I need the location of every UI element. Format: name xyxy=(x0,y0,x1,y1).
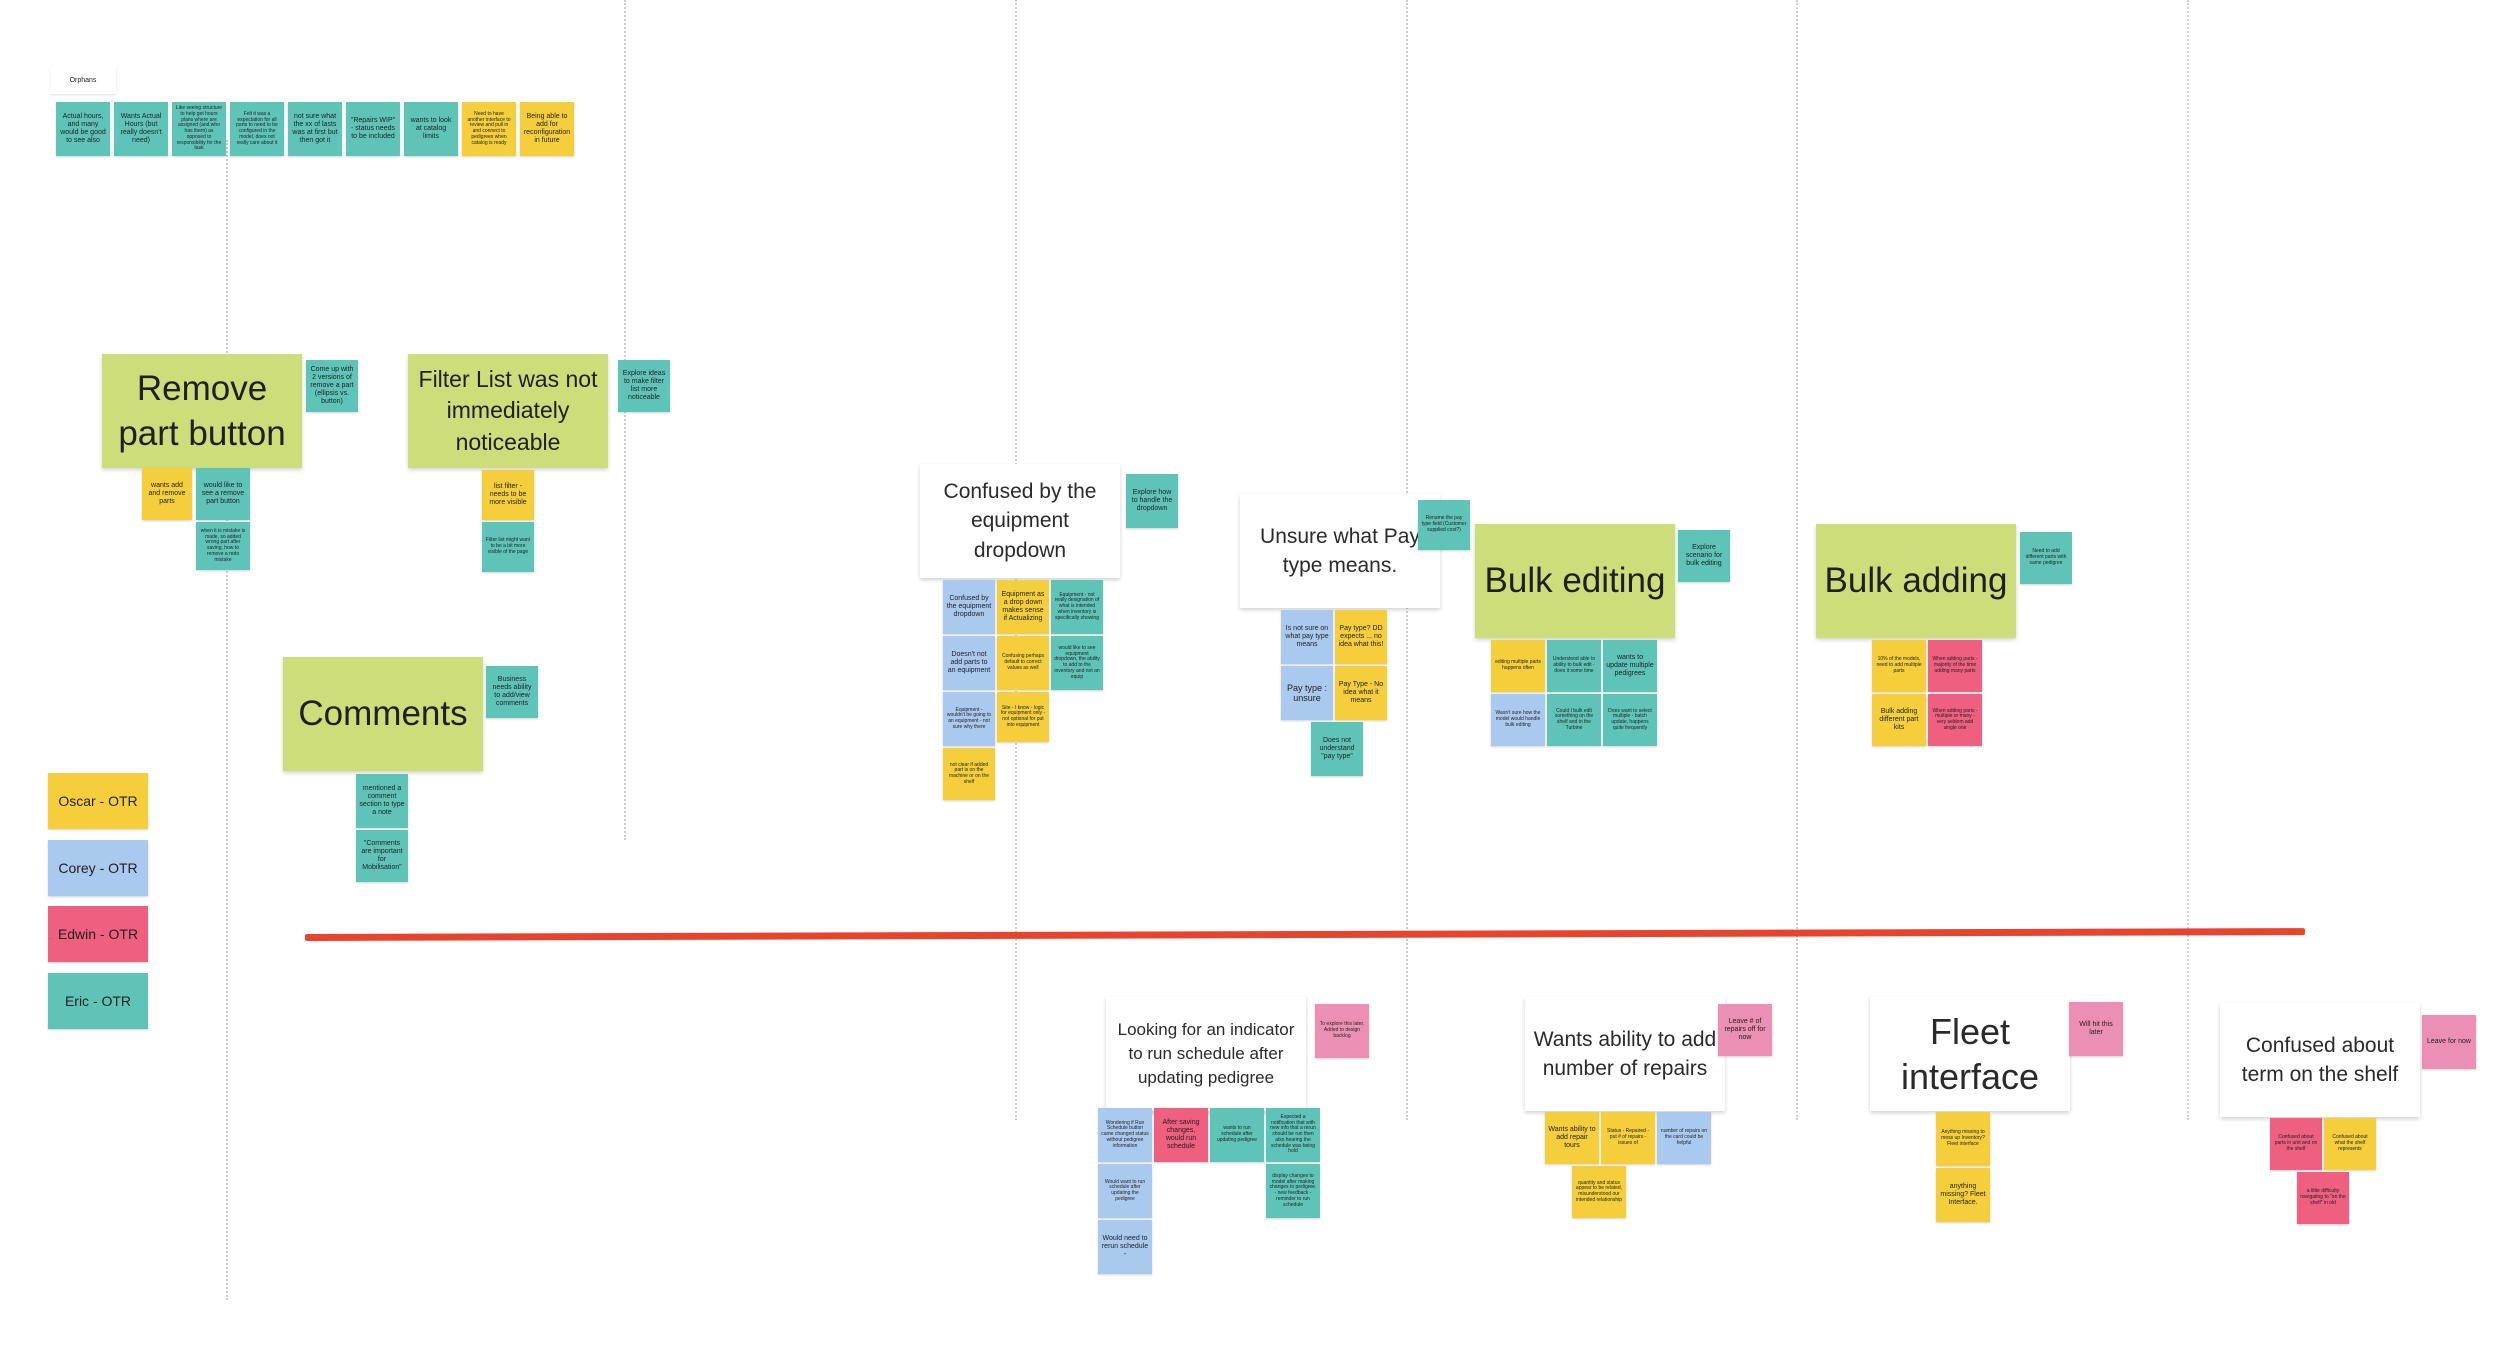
orphan-note[interactable]: "Repairs WIP" - status needs to be inclu… xyxy=(346,102,400,156)
action-note[interactable]: Explore how to handle the dropdown xyxy=(1126,474,1178,528)
column-divider xyxy=(624,0,626,840)
legend-corey[interactable]: Corey - OTR xyxy=(48,840,148,896)
orphan-note[interactable]: not sure what the xx of lasts was at fir… xyxy=(288,102,342,156)
sticky-note[interactable]: Bulk adding different part kits xyxy=(1872,694,1926,746)
theme-number-of-repairs[interactable]: Wants ability to add number of repairs xyxy=(1525,997,1725,1111)
action-note[interactable]: Explore ideas to make filter list more n… xyxy=(618,360,670,412)
orphan-note[interactable]: Wants Actual Hours (but really doesn't n… xyxy=(114,102,168,156)
theme-bulk-adding[interactable]: Bulk adding xyxy=(1816,524,2016,638)
sticky-note[interactable]: wants to run schedule after updating ped… xyxy=(1210,1108,1264,1162)
theme-pay-type[interactable]: Unsure what Pay type means. xyxy=(1240,494,1440,608)
sticky-note[interactable]: Equipment as a drop down makes sense if … xyxy=(997,580,1049,634)
column-divider xyxy=(1796,0,1798,1120)
sticky-note[interactable]: Expected a notification that with new in… xyxy=(1266,1108,1320,1162)
theme-equipment-dropdown[interactable]: Confused by the equipment dropdown xyxy=(920,464,1120,578)
sticky-note[interactable]: Equipment - wouldn't be going to an equi… xyxy=(943,692,995,746)
sticky-note[interactable]: Could I bulk edit something on the shelf… xyxy=(1547,694,1601,746)
theme-fleet-interface[interactable]: Fleet interface xyxy=(1870,997,2070,1111)
red-divider-line xyxy=(304,928,2306,941)
sticky-note[interactable]: Wants ability to add repair tours xyxy=(1545,1112,1599,1164)
action-note[interactable]: Leave # of repairs off for now xyxy=(1718,1004,1772,1056)
orphan-note[interactable]: Like seeing structure to help get hours … xyxy=(172,102,226,156)
sticky-note[interactable]: editing multiple parts happens often xyxy=(1491,640,1545,692)
theme-comments[interactable]: Comments xyxy=(283,657,483,771)
sticky-note[interactable]: mentioned a comment section to type a no… xyxy=(356,774,408,828)
legend-oscar[interactable]: Oscar - OTR xyxy=(48,773,148,829)
action-note[interactable]: Leave for now xyxy=(2422,1015,2476,1069)
orphan-note[interactable]: Actual hours, and many would be good to … xyxy=(56,102,110,156)
theme-run-schedule-indicator[interactable]: Looking for an indicator to run schedule… xyxy=(1106,997,1306,1111)
sticky-note[interactable]: Filter list might want to be a bit more … xyxy=(482,522,534,572)
theme-on-the-shelf[interactable]: Confused about term on the shelf xyxy=(2220,1003,2420,1117)
sticky-note[interactable]: Wasn't sure how the model would handle b… xyxy=(1491,694,1545,746)
theme-bulk-editing[interactable]: Bulk editing xyxy=(1475,524,1675,638)
sticky-note[interactable]: Confusing perhaps default to correct val… xyxy=(997,636,1049,690)
sticky-note[interactable]: would like to see equipment dropdown, th… xyxy=(1051,636,1103,690)
orphan-note[interactable]: wants to look at catalog limits xyxy=(404,102,458,156)
sticky-note[interactable]: Confused about what the shelf represents xyxy=(2324,1118,2376,1170)
sticky-note[interactable]: when it is mistake is made, so added wro… xyxy=(196,522,250,570)
sticky-note[interactable]: 10% of the models, need to add multiple … xyxy=(1872,640,1926,692)
sticky-note[interactable]: quantity and status appear to be related… xyxy=(1572,1166,1626,1218)
sticky-note[interactable]: not clear if added part is on the machin… xyxy=(943,748,995,800)
orphans-label: Orphans xyxy=(50,66,116,94)
sticky-note[interactable]: list filter - needs to be more visible xyxy=(482,470,534,520)
column-divider xyxy=(2187,0,2189,1120)
action-note[interactable]: To explore this later. Added to design b… xyxy=(1315,1004,1369,1058)
orphan-note[interactable]: Felt it was a expectation for all parts … xyxy=(230,102,284,156)
sticky-note[interactable]: Confused by the equipment dropdown xyxy=(943,580,995,634)
sticky-note[interactable]: Doesn't not add parts to an equipment xyxy=(943,636,995,690)
sticky-note[interactable]: Anything missing to mess up Inventory? F… xyxy=(1936,1112,1990,1166)
sticky-note[interactable]: Does want to select multiple - batch upd… xyxy=(1603,694,1657,746)
orphan-note[interactable]: Being able to add for reconfiguration in… xyxy=(520,102,574,156)
sticky-note[interactable]: Pay Type - No idea what it means xyxy=(1335,666,1387,720)
action-note[interactable]: Need to add different parts with same pe… xyxy=(2020,532,2072,584)
orphan-note[interactable]: Need to have another interface to review… xyxy=(462,102,516,156)
sticky-note[interactable]: Would want to run schedule after updatin… xyxy=(1098,1164,1152,1218)
sticky-note[interactable]: Status - Repaired - put # of repairs - i… xyxy=(1601,1112,1655,1164)
action-note[interactable]: Explore scenario for bulk editing xyxy=(1678,530,1730,582)
sticky-note[interactable]: wants to update multiple pedigrees xyxy=(1603,640,1657,692)
sticky-note[interactable]: Would need to rerun schedule - xyxy=(1098,1220,1152,1274)
sticky-note[interactable]: Confused about parts in unit and on the … xyxy=(2270,1118,2322,1170)
sticky-note[interactable]: Is not sure on what pay type means xyxy=(1281,610,1333,664)
sticky-note[interactable]: display changes to model after making ch… xyxy=(1266,1164,1320,1218)
sticky-note[interactable]: Does not understand "pay type" xyxy=(1311,722,1363,776)
action-note[interactable]: Come up with 2 versions of remove a part… xyxy=(306,360,358,412)
sticky-note[interactable]: Pay type? DD expects ... no idea what th… xyxy=(1335,610,1387,664)
sticky-note[interactable]: Pay type : unsure xyxy=(1281,666,1333,720)
sticky-note[interactable]: anything missing? Fleet Interface. xyxy=(1936,1168,1990,1222)
theme-remove-part-button[interactable]: Remove part button xyxy=(102,354,302,468)
sticky-note[interactable]: would like to see a remove part button xyxy=(196,468,250,520)
theme-filter-list[interactable]: Filter List was not immediately noticeab… xyxy=(408,354,608,468)
sticky-note[interactable]: Understood able to ability to bulk edit … xyxy=(1547,640,1601,692)
sticky-note[interactable]: Wondering if Run Schedule button came ch… xyxy=(1098,1108,1152,1162)
legend-eric[interactable]: Eric - OTR xyxy=(48,973,148,1029)
sticky-note[interactable]: After saving changes, would run schedule xyxy=(1154,1108,1208,1162)
sticky-note[interactable]: Equipment - not really designation of wh… xyxy=(1051,580,1103,634)
legend-edwin[interactable]: Edwin - OTR xyxy=(48,906,148,962)
action-note[interactable]: Will hit this later xyxy=(2069,1002,2123,1056)
sticky-note[interactable]: "Comments are important for Mobilisation… xyxy=(356,830,408,882)
sticky-note[interactable]: Site - I know - logic for equipment only… xyxy=(997,692,1049,742)
action-note[interactable]: Rename the pay type field (Customer supp… xyxy=(1418,500,1470,550)
sticky-note[interactable]: When adding parts - majority of the time… xyxy=(1928,640,1982,692)
sticky-note[interactable]: When adding parts - multiple or many - v… xyxy=(1928,694,1982,746)
column-divider xyxy=(226,140,228,1300)
action-note[interactable]: Business needs ability to add/view comme… xyxy=(486,666,538,718)
sticky-note[interactable]: a little difficulty navigating to "on th… xyxy=(2297,1172,2349,1224)
sticky-note[interactable]: wants add and remove parts xyxy=(142,468,192,520)
sticky-note[interactable]: number of repairs on the card could be h… xyxy=(1657,1112,1711,1164)
